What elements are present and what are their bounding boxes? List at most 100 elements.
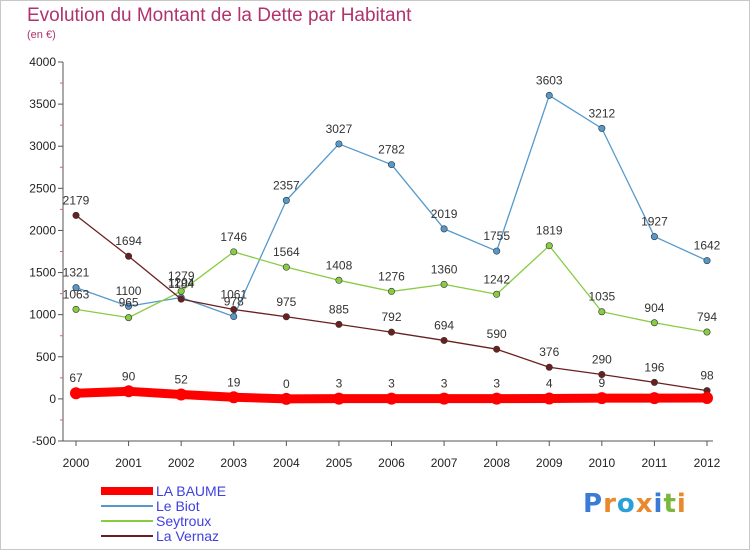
x-tick-label: 2010 — [588, 456, 615, 470]
data-label-le-biot: 1204 — [168, 275, 195, 289]
data-point-la-baume — [280, 392, 293, 405]
x-tick-label: 2006 — [378, 456, 405, 470]
data-label-seytroux: 1276 — [378, 269, 405, 283]
y-tick-label: 3500 — [29, 97, 56, 111]
data-point-la-baume — [122, 385, 135, 398]
data-label-le-biot: 1927 — [641, 215, 668, 229]
data-point-la-vernaz — [493, 345, 501, 353]
data-point-la-vernaz — [387, 328, 395, 336]
logo-letter: t — [663, 489, 677, 519]
data-label-la-vernaz: 1694 — [115, 234, 142, 248]
x-tick-label: 2002 — [168, 456, 195, 470]
data-label-la-baume: 19 — [227, 375, 241, 389]
data-point-la-vernaz — [598, 370, 606, 378]
legend-label-seytroux: Seytroux — [156, 513, 212, 529]
data-point-le-biot — [545, 91, 553, 99]
chart-title: Evolution du Montant de la Dette par Hab… — [27, 5, 412, 26]
legend-swatch-la-vernaz — [101, 535, 153, 537]
data-label-le-biot: 3603 — [536, 73, 563, 87]
data-label-la-vernaz: 975 — [276, 295, 296, 309]
data-label-la-vernaz: 2179 — [63, 193, 90, 207]
data-label-seytroux: 1819 — [536, 224, 563, 238]
data-label-le-biot: 1755 — [483, 229, 510, 243]
x-tick-label: 2000 — [63, 456, 90, 470]
data-label-le-biot: 2357 — [273, 178, 300, 192]
data-point-la-baume — [227, 391, 240, 404]
y-tick-label: 4000 — [29, 55, 56, 69]
data-point-le-biot — [598, 124, 606, 132]
data-point-seytroux — [703, 328, 711, 336]
data-point-seytroux — [177, 287, 185, 295]
legend-swatch-le-biot — [101, 505, 153, 507]
data-label-seytroux: 1063 — [63, 287, 90, 301]
data-point-la-vernaz — [177, 295, 185, 303]
data-label-seytroux: 904 — [644, 301, 664, 315]
y-tick-label: 3000 — [29, 139, 56, 153]
data-label-seytroux: 1360 — [431, 262, 458, 276]
data-point-seytroux — [125, 314, 133, 322]
data-label-la-baume: 9 — [598, 376, 605, 390]
data-point-la-baume — [70, 387, 82, 400]
data-point-la-baume — [175, 388, 188, 401]
data-label-le-biot: 1100 — [116, 284, 142, 298]
x-tick-label: 2005 — [326, 456, 353, 470]
x-tick-label: 2007 — [431, 456, 458, 470]
y-tick-label: 0 — [49, 392, 56, 406]
x-tick-label: 2008 — [483, 456, 510, 470]
data-point-seytroux — [387, 287, 395, 295]
data-label-le-biot: 2782 — [378, 143, 405, 157]
data-label-la-vernaz: 196 — [644, 360, 664, 374]
data-point-le-biot — [650, 233, 658, 241]
y-tick-label: 2500 — [29, 181, 56, 195]
data-point-le-biot — [282, 196, 290, 204]
data-label-la-baume: 3 — [336, 377, 343, 391]
y-tick-label: 1000 — [29, 308, 56, 322]
data-label-la-vernaz: 792 — [381, 310, 401, 324]
legend-label-la-vernaz: La Vernaz — [156, 528, 220, 544]
data-label-le-biot: 3027 — [326, 122, 353, 136]
data-point-le-biot — [387, 161, 395, 169]
data-point-le-biot — [335, 140, 343, 148]
data-labels-layer: 1321 1100 1204 978 2357 3027 2782 2019 1755 3603 3… — [63, 73, 721, 390]
data-point-la-vernaz — [650, 378, 658, 386]
data-label-seytroux: 1564 — [273, 245, 300, 259]
y-tick-label: 500 — [36, 350, 56, 364]
data-label-la-baume: 3 — [388, 377, 395, 391]
data-label-le-biot: 1642 — [694, 239, 721, 253]
data-point-seytroux — [335, 276, 343, 284]
data-label-le-biot: 1321 — [63, 266, 90, 280]
logo-letter: x — [635, 489, 654, 519]
x-tick-label: 2012 — [694, 456, 721, 470]
data-label-seytroux: 1408 — [326, 258, 353, 272]
logo-letter: i — [676, 489, 687, 519]
data-point-la-baume — [543, 392, 556, 405]
data-point-la-vernaz — [125, 252, 133, 260]
data-label-seytroux: 794 — [697, 310, 717, 324]
chart-subtitle: (en €) — [27, 29, 56, 41]
data-label-seytroux: 1279 — [168, 269, 195, 283]
data-label-le-biot: 3212 — [588, 106, 615, 120]
series-layer — [70, 91, 713, 405]
data-label-la-vernaz: 1061 — [220, 288, 247, 302]
data-label-la-vernaz: 694 — [434, 318, 454, 332]
data-point-la-baume — [438, 392, 451, 405]
logo-letter: o — [616, 489, 636, 519]
legend-swatch-la-baume — [101, 487, 153, 495]
data-label-le-biot: 978 — [224, 295, 244, 309]
legend-label-le-biot: Le Biot — [156, 498, 200, 514]
data-point-seytroux — [598, 308, 606, 316]
data-point-la-baume — [701, 392, 713, 405]
data-label-la-baume: 3 — [493, 377, 500, 391]
data-label-la-vernaz: 290 — [592, 352, 612, 366]
data-point-le-biot — [72, 284, 80, 292]
data-label-la-baume: 90 — [122, 369, 136, 383]
data-label-seytroux: 965 — [119, 296, 139, 310]
data-label-seytroux: 1035 — [588, 290, 615, 304]
data-point-seytroux — [72, 305, 80, 313]
data-label-la-baume: 52 — [174, 373, 188, 387]
data-label-la-vernaz: 1184 — [168, 277, 194, 291]
data-label-la-baume: 0 — [283, 377, 290, 391]
data-point-seytroux — [282, 263, 290, 271]
data-point-la-vernaz — [440, 336, 448, 344]
